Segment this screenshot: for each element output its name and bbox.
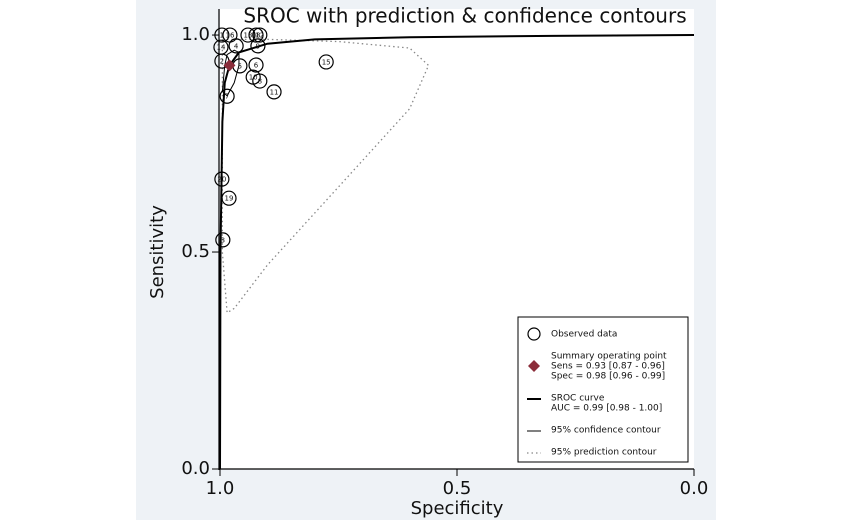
legend-label: 95% confidence contour <box>551 426 661 436</box>
point-label: 1 <box>220 32 224 40</box>
point-label: 9 <box>256 42 260 50</box>
observed-point <box>318 54 334 70</box>
x-tick-label: 0.0 <box>680 478 709 499</box>
observed-point <box>252 27 268 43</box>
legend-detail: Sens = 0.93 [0.87 - 0.96] <box>551 362 665 372</box>
x-tick-label: 1.0 <box>206 478 235 499</box>
observed-point <box>252 73 268 89</box>
y-axis-label: Sensitivity <box>147 205 168 299</box>
observed-point <box>228 38 244 54</box>
point-label: 8 <box>258 78 262 86</box>
observed-point <box>214 27 230 43</box>
y-tick-label: 0.0 <box>181 458 210 479</box>
x-tick-label: 0.5 <box>443 478 472 499</box>
point-label: 6 <box>254 61 259 69</box>
observed-point <box>250 38 266 54</box>
observed-point <box>221 190 237 206</box>
legend-label: Observed data <box>551 330 617 340</box>
point-label: 16 <box>225 32 234 40</box>
point-label: 7 <box>225 93 229 101</box>
point-label: 5 <box>238 62 242 70</box>
legend-detail: Spec = 0.98 [0.96 - 0.99] <box>551 372 665 382</box>
observed-point <box>240 27 256 43</box>
point-label: 18 <box>252 32 261 40</box>
chart-title: SROC with prediction & confidence contou… <box>243 4 686 28</box>
observed-point <box>215 232 231 248</box>
observed-point <box>266 84 282 100</box>
point-label: 2 <box>220 58 224 66</box>
point-label: 12 <box>255 32 264 40</box>
legend-detail: AUC = 0.99 [0.98 - 1.00] <box>551 404 662 414</box>
legend-label: Summary operating point <box>551 352 667 362</box>
legend-label: SROC curve <box>551 394 605 404</box>
observed-point <box>248 57 264 73</box>
point-label: 11 <box>270 88 279 96</box>
point-label: 15 <box>322 58 331 66</box>
point-label: 13 <box>244 32 253 40</box>
point-label: 4 <box>234 42 239 50</box>
legend-label: 95% prediction contour <box>551 448 657 458</box>
curve <box>221 38 430 314</box>
legend <box>517 316 689 463</box>
point-label: 19 <box>225 195 234 203</box>
point-label: 20 <box>217 176 226 184</box>
point-label: 3 <box>221 236 225 244</box>
observed-point <box>248 27 264 43</box>
legend-symbol <box>527 327 541 341</box>
observed-point <box>214 171 230 187</box>
observed-point <box>219 88 235 104</box>
y-tick-label: 0.5 <box>181 241 210 262</box>
x-axis-label: Specificity <box>411 498 504 519</box>
point-label: 14 <box>216 44 225 52</box>
legend-symbol <box>528 360 540 372</box>
y-tick-label: 1.0 <box>181 24 210 45</box>
summary-point <box>223 59 236 72</box>
